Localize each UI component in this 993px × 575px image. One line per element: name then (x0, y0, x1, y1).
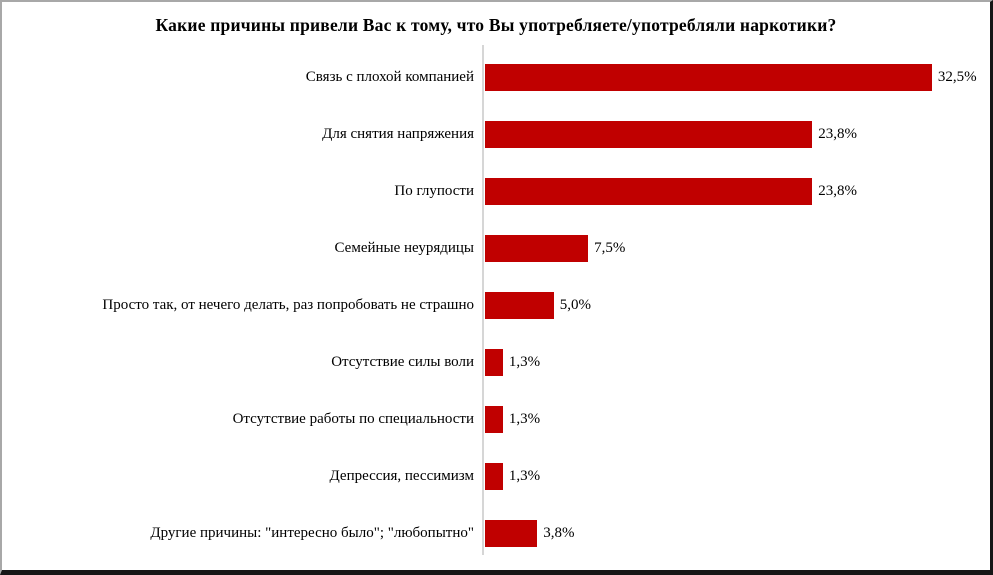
value-label: 7,5% (594, 240, 626, 256)
bar (485, 178, 813, 205)
value-label: 3,8% (543, 525, 575, 541)
chart-row: Депрессия, пессимизм 1,3% (12, 448, 984, 505)
chart-row: Семейные неурядицы 7,5% (12, 220, 984, 277)
value-label: 5,0% (559, 297, 591, 313)
category-label: Отсутствие работы по специальности (232, 411, 474, 427)
value-label: 23,8% (818, 126, 857, 142)
bar-zone: 5,0% (483, 292, 591, 319)
plot-area: Связь с плохой компанией 32,5% Для сняти… (12, 45, 984, 562)
category-label: Связь с плохой компанией (305, 69, 474, 85)
category-label: Другие причины: "интересно было"; "любоп… (150, 525, 474, 541)
chart-title: Какие причины привели Вас к тому, что Вы… (155, 15, 837, 35)
chart-row: Связь с плохой компанией 32,5% (12, 49, 984, 106)
category-label: Семейные неурядицы (334, 240, 474, 256)
category-label: Просто так, от нечего делать, раз попроб… (102, 297, 474, 313)
category-label: По глупости (394, 183, 474, 199)
chart-row: Просто так, от нечего делать, раз попроб… (12, 277, 984, 334)
chart-row: Для снятия напряжения 23,8% (12, 106, 984, 163)
chart-row: По глупости 23,8% (12, 163, 984, 220)
bar (485, 520, 538, 547)
bar-zone: 23,8% (483, 178, 857, 205)
bar-zone: 23,8% (483, 121, 857, 148)
bar (485, 463, 503, 490)
bar-zone: 1,3% (483, 463, 540, 490)
category-label: Депрессия, пессимизм (329, 468, 475, 484)
bar-zone: 3,8% (483, 520, 575, 547)
bar-zone: 7,5% (483, 235, 625, 262)
value-label: 1,3% (508, 354, 541, 370)
bar-zone: 32,5% (483, 64, 977, 91)
category-label: Для снятия напряжения (322, 126, 474, 142)
value-label: 1,3% (508, 468, 541, 484)
value-label: 23,8% (818, 183, 857, 199)
chart-row: Другие причины: "интересно было"; "любоп… (12, 505, 984, 562)
bar (485, 292, 554, 319)
value-label: 1,3% (508, 411, 541, 427)
bar-zone: 1,3% (483, 406, 540, 433)
chart-row: Отсутствие работы по специальности 1,3% (12, 391, 984, 448)
bar-zone: 1,3% (483, 349, 540, 376)
bar (485, 121, 813, 148)
bar (485, 406, 503, 433)
bar (485, 235, 589, 262)
y-axis-line (482, 45, 484, 555)
category-label: Отсутствие силы воли (331, 354, 474, 370)
bar (485, 349, 503, 376)
bar (485, 64, 932, 91)
value-label: 32,5% (937, 69, 977, 85)
chart-row: Отсутствие силы воли 1,3% (12, 334, 984, 391)
